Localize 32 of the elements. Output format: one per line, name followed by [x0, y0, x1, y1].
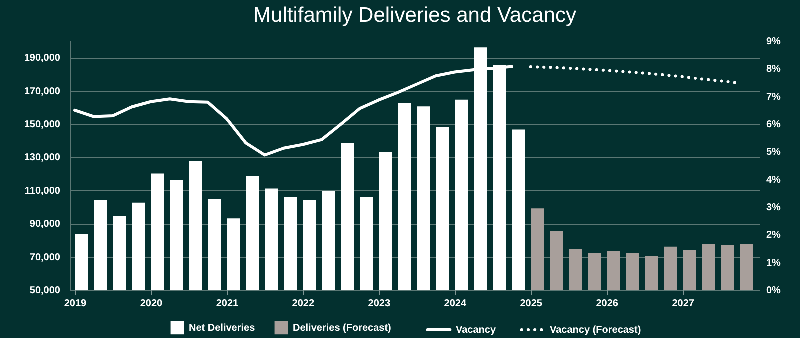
x-tick-label: 2027	[672, 298, 695, 310]
y-tick-label: 170,000	[24, 86, 61, 98]
legend-label: Vacancy	[456, 325, 496, 336]
y2-tick-label: 1%	[766, 258, 782, 269]
y-tick-label: 130,000	[24, 152, 61, 164]
y2-tick-label: 5%	[766, 147, 782, 158]
y-tick-label: 110,000	[24, 186, 61, 197]
y-tick-label: 150,000	[24, 120, 61, 130]
legend-label: Vacancy (Forecast)	[550, 325, 642, 336]
x-tick-label: 2022	[292, 298, 315, 310]
y-tick-label: 90,000	[30, 219, 61, 230]
y2-tick-label: 7%	[766, 92, 782, 103]
x-tick-label: 2026	[596, 298, 619, 310]
y-tick-label: 50,000	[30, 286, 61, 296]
x-tick-label: 2019	[64, 298, 88, 310]
chart-title: Multifamily Deliveries and Vacancy	[254, 4, 577, 27]
x-tick-label: 2023	[368, 298, 391, 310]
y2-tick-label: 8%	[766, 64, 782, 76]
y2-tick-label: 9%	[766, 36, 782, 48]
y2-tick-label: 4%	[766, 174, 782, 186]
y-tick-label: 190,000	[24, 53, 61, 64]
x-tick-label: 2024	[444, 298, 467, 310]
y-tick-label: 70,000	[30, 252, 61, 264]
legend-label: Deliveries (Forecast)	[293, 322, 392, 334]
x-tick-label: 2020	[140, 298, 164, 310]
x-tick-label: 2021	[216, 298, 240, 310]
x-tick-label: 2025	[520, 298, 543, 310]
y2-tick-label: 2%	[766, 230, 782, 242]
y2-tick-label: 6%	[766, 120, 782, 130]
y2-tick-label: 0%	[766, 286, 782, 296]
legend-label: Net Deliveries	[189, 322, 256, 334]
y2-tick-label: 3%	[766, 202, 782, 214]
